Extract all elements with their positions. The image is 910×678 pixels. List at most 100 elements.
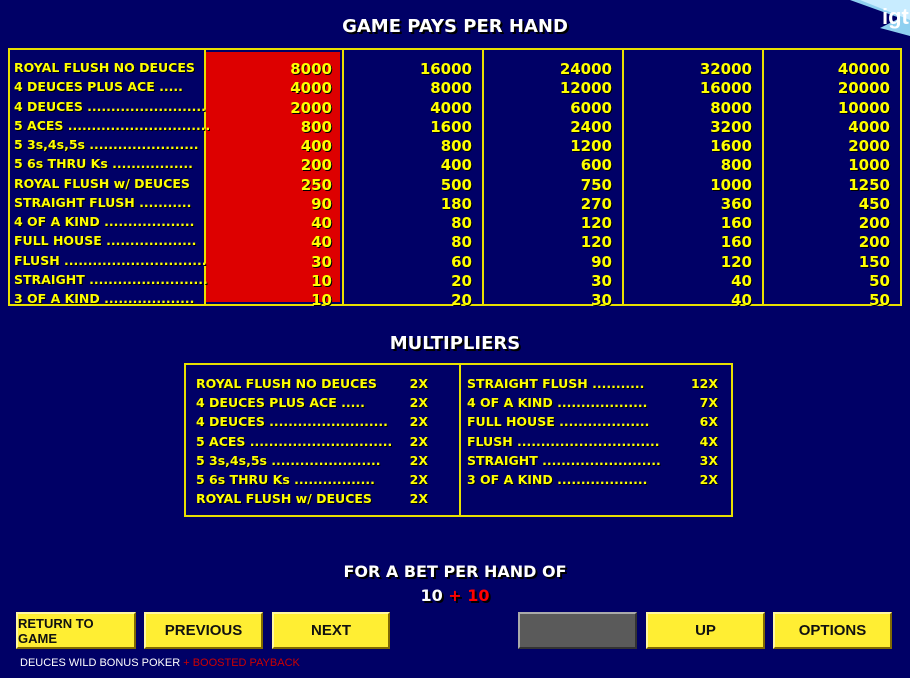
pay-value: 10000	[837, 98, 890, 117]
bet-info: FOR A BET PER HAND OF 10 + 10	[0, 562, 910, 605]
hand-name: 4 DEUCES PLUS ACE .....	[14, 79, 183, 95]
pay-value: 250	[300, 175, 332, 194]
previous-button[interactable]: PREVIOUS	[144, 612, 263, 649]
pay-value: 2000	[290, 98, 332, 117]
paytable-row: ROYAL FLUSH NO DEUCES 8000 16000 24000 32000…	[10, 60, 900, 79]
multiplier-hand: STRAIGHT .........................	[467, 452, 661, 468]
pay-value: 8000	[710, 98, 752, 117]
svg-text:igt: igt	[882, 4, 910, 29]
pay-value: 20	[451, 271, 472, 290]
paytable-row: ROYAL FLUSH w/ DEUCES 250 500 750 1000 1250	[10, 176, 900, 195]
multiplier-hand: ROYAL FLUSH NO DEUCES	[196, 376, 377, 391]
multiplier-value: 2X	[409, 376, 428, 391]
pay-value: 400	[440, 156, 472, 175]
pay-value: 6000	[570, 98, 612, 117]
options-button[interactable]: OPTIONS	[773, 612, 892, 649]
multiplier-hand: 5 6s THRU Ks .................	[196, 472, 375, 487]
hand-name: ROYAL FLUSH w/ DEUCES	[14, 175, 190, 191]
multipliers-box: ROYAL FLUSH NO DEUCES 2X 4 DEUCES PLUS ACE…	[184, 363, 733, 517]
pay-value: 750	[580, 175, 612, 194]
game-name: DEUCES WILD BONUS POKER + BOOSTED PAYBAC…	[20, 657, 300, 669]
game-title: DEUCES WILD BONUS POKER	[20, 657, 181, 669]
next-button[interactable]: NEXT	[272, 612, 390, 649]
bet-base: 10	[420, 586, 443, 605]
paytable-row: FLUSH .............................. 30 60…	[10, 253, 900, 272]
pay-value: 450	[858, 194, 890, 213]
pay-value: 1600	[710, 137, 752, 155]
pay-value: 4000	[290, 79, 332, 98]
pay-value: 1000	[710, 175, 752, 194]
multiplier-value: 2X	[409, 472, 428, 487]
pay-value: 10	[311, 291, 332, 309]
pay-value: 30	[311, 252, 332, 271]
pay-value: 50	[869, 291, 890, 309]
pay-value: 4000	[848, 117, 890, 136]
pay-value: 20000	[837, 79, 890, 98]
paytable-row: 4 OF A KIND ................... 40 80 120 16…	[10, 214, 900, 233]
hand-name: FLUSH ..............................	[14, 252, 207, 268]
multipliers-title: MULTIPLIERS	[389, 333, 521, 354]
pay-value: 4000	[430, 98, 472, 117]
pay-value: 60	[451, 252, 472, 271]
pay-value: 1200	[570, 137, 612, 155]
pay-value: 40000	[837, 60, 890, 78]
pay-value: 180	[440, 194, 472, 213]
pay-value: 8000	[290, 60, 332, 78]
igt-logo: igt	[850, 0, 910, 36]
pay-value: 120	[580, 233, 612, 252]
paytable-row: 5 6s THRU Ks ................. 200 400 600 8…	[10, 156, 900, 175]
up-button[interactable]: UP	[646, 612, 765, 649]
pay-value: 200	[300, 156, 332, 175]
pay-value: 50	[869, 271, 890, 290]
pay-value: 120	[580, 214, 612, 232]
multiplier-value: 2X	[409, 433, 428, 449]
pay-value: 10	[311, 271, 332, 290]
paytable-row: 5 ACES .............................. 800…	[10, 118, 900, 137]
pay-value: 200	[858, 233, 890, 252]
multiplier-hand: FLUSH ..............................	[467, 433, 660, 449]
pay-value: 270	[580, 194, 612, 213]
pay-value: 400	[300, 137, 332, 155]
pay-value: 120	[720, 252, 752, 271]
hand-name: STRAIGHT FLUSH ...........	[14, 194, 192, 210]
pay-value: 150	[858, 252, 890, 271]
pay-value: 90	[591, 252, 612, 271]
multiplier-hand: 3 OF A KIND ...................	[467, 472, 648, 487]
bet-bonus: 10	[467, 586, 490, 605]
paytable-row: 4 DEUCES PLUS ACE ..... 4000 8000 12000 1600…	[10, 79, 900, 98]
return-to-game-button[interactable]: RETURN TO GAME	[16, 612, 136, 649]
paytable-row: STRAIGHT FLUSH ........... 90 180 270 360 450	[10, 195, 900, 214]
bet-plus: +	[448, 586, 462, 605]
pay-value: 600	[580, 156, 612, 175]
hand-name: 5 6s THRU Ks .................	[14, 156, 193, 172]
paytable-row: 4 DEUCES ......................... 2000 40…	[10, 99, 900, 118]
multiplier-value: 2X	[409, 491, 428, 507]
multiplier-hand: 4 DEUCES .........................	[196, 414, 388, 430]
pay-value: 80	[451, 233, 472, 252]
multiplier-value: 2X	[409, 452, 428, 468]
hand-name: 5 ACES ..............................	[14, 117, 211, 133]
pay-value: 160	[720, 233, 752, 252]
hand-name: 4 DEUCES .........................	[14, 98, 206, 114]
paytable-row: 5 3s,4s,5s ....................... 400 800…	[10, 137, 900, 156]
pay-value: 16000	[419, 60, 472, 78]
paytable-row: STRAIGHT ......................... 10 20 30…	[10, 272, 900, 291]
pay-value: 500	[440, 175, 472, 194]
hand-name: 5 3s,4s,5s .......................	[14, 137, 199, 152]
multiplier-hand: STRAIGHT FLUSH ...........	[467, 376, 645, 391]
multiplier-hand: FULL HOUSE ...................	[467, 414, 650, 430]
pay-value: 1600	[430, 117, 472, 136]
pay-value: 90	[311, 194, 332, 213]
multiplier-value: 7X	[699, 395, 718, 411]
pay-value: 20	[451, 291, 472, 309]
pay-value: 800	[440, 137, 472, 155]
multiplier-value: 6X	[699, 414, 718, 430]
pay-value: 24000	[559, 60, 612, 78]
hand-name: ROYAL FLUSH NO DEUCES	[14, 60, 195, 75]
boost-label: BOOSTED PAYBACK	[192, 657, 300, 669]
pay-value: 2000	[848, 137, 890, 155]
pay-value: 8000	[430, 79, 472, 98]
multiplier-hand: 5 ACES ..............................	[196, 433, 393, 449]
pay-value: 16000	[699, 79, 752, 98]
pay-value: 800	[720, 156, 752, 175]
